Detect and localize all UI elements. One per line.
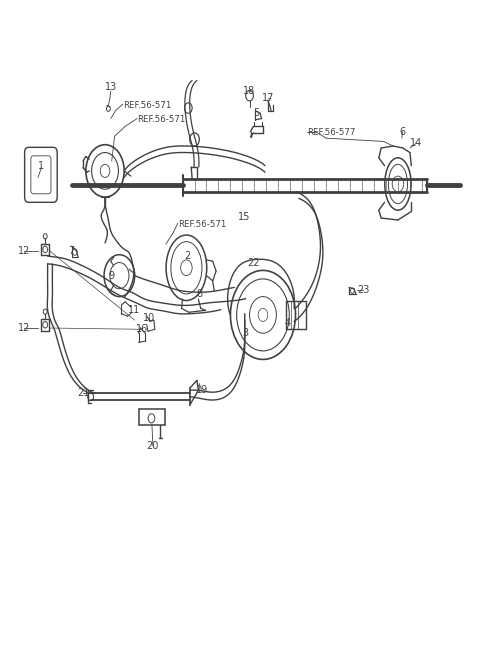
Text: REF.56-571: REF.56-571	[123, 101, 171, 110]
Text: 5: 5	[253, 108, 260, 118]
Text: 1: 1	[38, 161, 45, 171]
Text: 21: 21	[77, 388, 90, 398]
Text: 3: 3	[243, 328, 249, 338]
Text: 4: 4	[285, 318, 291, 328]
Text: 16: 16	[136, 324, 148, 335]
Text: 6: 6	[400, 127, 406, 136]
Text: 7: 7	[69, 246, 75, 256]
Text: 10: 10	[143, 313, 155, 323]
Text: 19: 19	[195, 385, 208, 395]
Text: 18: 18	[242, 86, 255, 96]
Text: 23: 23	[357, 285, 370, 295]
Text: 8: 8	[196, 289, 203, 299]
Text: 12: 12	[17, 246, 30, 256]
Text: 15: 15	[238, 212, 250, 222]
Text: 22: 22	[247, 258, 260, 268]
Text: REF.56-571: REF.56-571	[178, 220, 226, 229]
Text: 14: 14	[410, 138, 422, 148]
Text: 13: 13	[105, 82, 117, 92]
Text: 2: 2	[184, 251, 191, 261]
Text: 11: 11	[128, 304, 140, 315]
Text: 17: 17	[262, 92, 274, 102]
Text: REF.56-571: REF.56-571	[137, 115, 185, 125]
Text: 20: 20	[147, 441, 159, 451]
Text: REF.56-577: REF.56-577	[307, 129, 355, 137]
Text: 9: 9	[108, 271, 115, 281]
Text: 12: 12	[17, 323, 30, 333]
